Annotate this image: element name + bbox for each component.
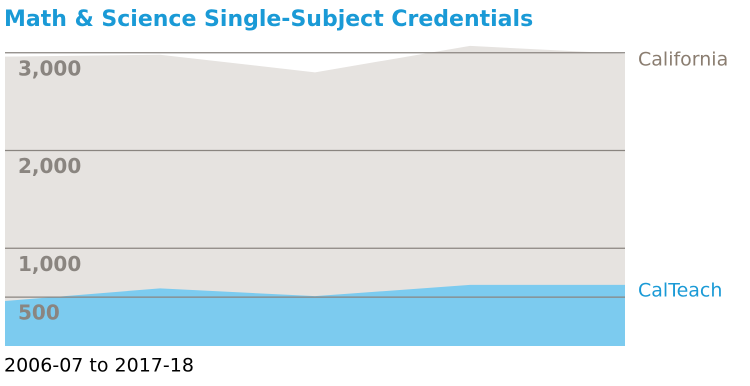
chart-title: Math & Science Single-Subject Credential…: [4, 7, 533, 32]
y-tick-label: 2,000: [18, 154, 81, 178]
area: [5, 284, 625, 346]
chart-subtitle: 2006-07 to 2017-18: [4, 355, 194, 377]
series-label: California: [638, 48, 728, 70]
area: [5, 45, 625, 347]
y-tick-label: 1,000: [18, 252, 81, 276]
y-tick-label: 500: [18, 301, 60, 325]
series-label: CalTeach: [638, 279, 722, 301]
y-tick-label: 3,000: [18, 56, 81, 80]
